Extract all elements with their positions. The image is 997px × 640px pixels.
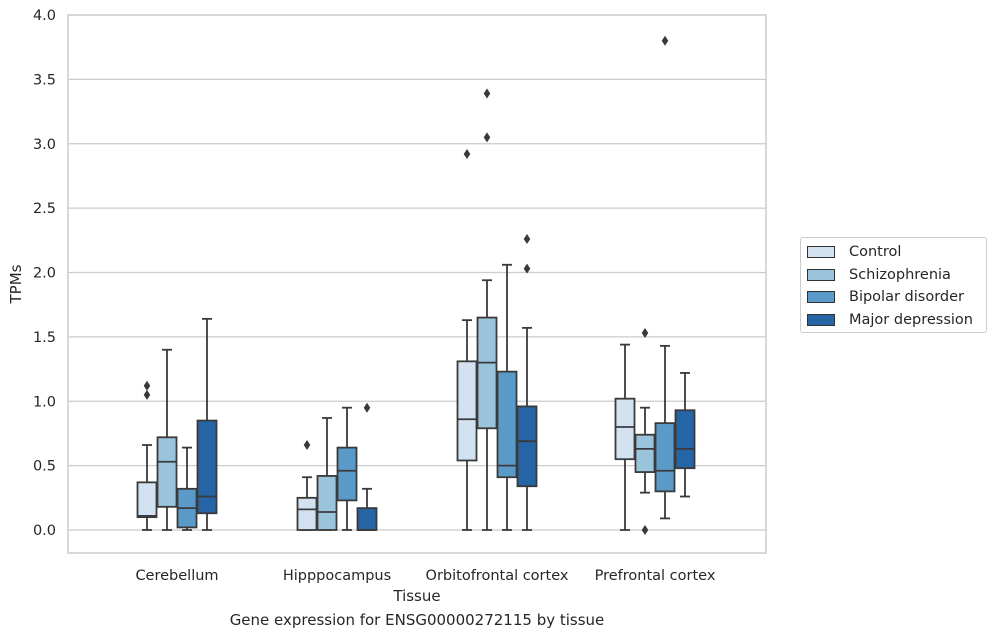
outlier-point <box>641 328 649 339</box>
box-group <box>614 343 636 531</box>
boxes <box>136 35 696 535</box>
box-group <box>654 35 676 520</box>
box-group <box>136 380 158 531</box>
x-tick-label: Hipppocampus <box>283 568 391 584</box>
legend: Control Schizophrenia Bipolar disorder M… <box>800 237 987 333</box>
legend-item-bipolar-disorder: Bipolar disorder <box>807 286 986 309</box>
outlier-point <box>483 132 491 143</box>
box <box>614 397 636 461</box>
outlier-point <box>303 440 311 451</box>
box <box>136 481 158 519</box>
box <box>316 475 338 531</box>
box-group <box>196 317 218 531</box>
box <box>654 422 676 493</box>
y-tick-label: 0.0 <box>33 523 56 539</box>
box-group <box>176 446 198 531</box>
legend-label-major-depression: Major depression <box>849 311 973 328</box>
y-tick-label: 3.5 <box>33 72 56 88</box>
outlier-point <box>143 380 151 391</box>
y-tick-label: 2.0 <box>33 266 56 282</box>
figure-title: Gene expression for ENSG00000272115 by t… <box>229 611 605 629</box>
x-axis-label: Tissue <box>392 587 440 605</box>
box-group <box>634 328 656 535</box>
y-tick-labels: 0.0 0.5 1.0 1.5 2.0 2.5 3.0 3.5 4.0 <box>33 8 56 539</box>
x-tick-label: Prefrontal cortex <box>595 568 716 584</box>
box-group <box>496 263 518 531</box>
legend-swatch-control <box>807 246 835 259</box>
box <box>516 405 538 488</box>
legend-swatch-schizophrenia <box>807 268 835 281</box>
box-group <box>156 348 178 531</box>
box <box>674 409 696 470</box>
y-tick-label: 3.0 <box>33 137 56 153</box>
y-tick-label: 1.5 <box>33 330 56 346</box>
y-tick-label: 0.5 <box>33 459 56 475</box>
outlier-point <box>463 149 471 160</box>
box-group <box>316 417 338 531</box>
legend-label-control: Control <box>849 244 902 261</box>
outlier-point <box>363 402 371 413</box>
y-tick-label: 4.0 <box>33 8 56 24</box>
box <box>634 433 656 473</box>
outlier-point <box>641 525 649 535</box>
legend-item-control: Control <box>807 241 986 264</box>
y-axis-label: TPMs <box>7 264 25 304</box>
box-group <box>336 406 358 531</box>
outlier-point <box>661 35 669 46</box>
outlier-point <box>483 88 491 99</box>
y-tick-label: 2.5 <box>33 201 56 217</box>
plot-area-frame <box>67 14 767 554</box>
legend-label-bipolar-disorder: Bipolar disorder <box>849 289 964 306</box>
outlier-point <box>523 234 531 245</box>
box <box>196 419 218 515</box>
box <box>156 436 178 508</box>
gridlines <box>68 78 766 531</box>
outlier-point <box>523 263 531 274</box>
box <box>356 507 378 531</box>
box <box>336 446 358 502</box>
box-group <box>476 88 498 531</box>
box <box>296 496 318 531</box>
outlier-point <box>143 389 151 400</box>
x-tick-label: Cerebellum <box>135 568 218 584</box>
box-group <box>456 149 478 531</box>
legend-item-major-depression: Major depression <box>807 309 986 332</box>
box-group <box>356 402 378 531</box>
box-group <box>296 440 318 531</box>
box-group <box>674 372 696 498</box>
legend-swatch-major-depression <box>807 313 835 326</box>
legend-item-schizophrenia: Schizophrenia <box>807 264 986 287</box>
y-tick-label: 1.0 <box>33 394 56 410</box>
box <box>496 370 518 479</box>
x-tick-label: Orbitofrontal cortex <box>426 568 569 584</box>
box <box>476 316 498 430</box>
box <box>456 360 478 462</box>
box-group <box>516 234 538 531</box>
legend-swatch-bipolar-disorder <box>807 291 835 304</box>
x-tick-labels: Cerebellum Hipppocampus Orbitofrontal cort… <box>135 568 715 584</box>
legend-label-schizophrenia: Schizophrenia <box>849 266 951 283</box>
